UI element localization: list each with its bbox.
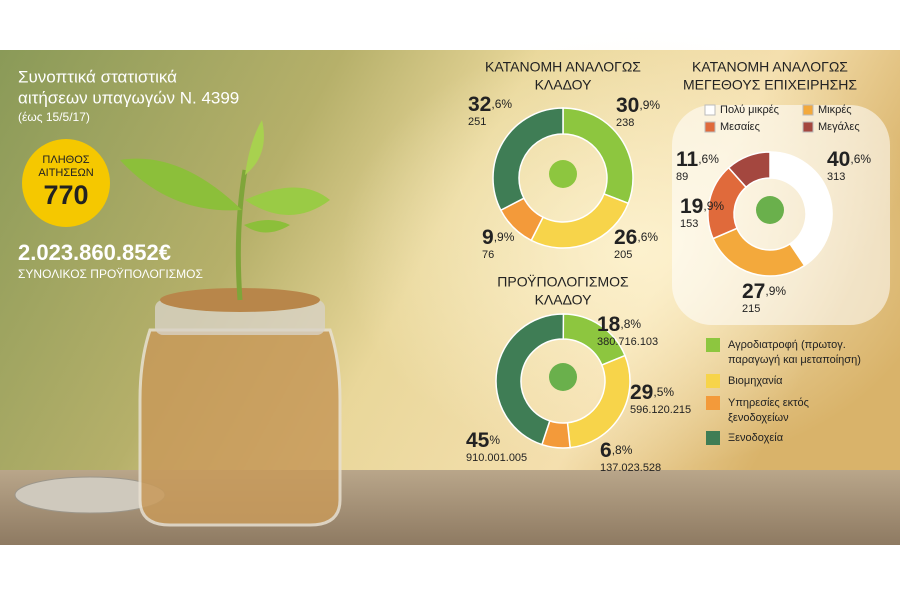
count-label: 238 bbox=[616, 117, 634, 129]
title-line: Συνοπτικά στατιστικά bbox=[18, 67, 177, 86]
count-label: 153 bbox=[680, 218, 698, 230]
legend-swatch bbox=[704, 104, 716, 116]
value-label: 29,5% bbox=[630, 381, 674, 404]
jar-illustration bbox=[14, 120, 342, 527]
value-label: 27,9% bbox=[742, 280, 786, 303]
count-label: 910.001.005 bbox=[466, 452, 527, 464]
count-label: 380.716.103 bbox=[597, 336, 658, 348]
count-badge bbox=[22, 139, 110, 227]
count-label: 137.023.528 bbox=[600, 462, 661, 474]
legend-label: Υπηρεσίες εκτός bbox=[728, 397, 809, 409]
count-label: 251 bbox=[468, 116, 486, 128]
legend-label: Βιομηχανία bbox=[728, 375, 783, 387]
donut-segment bbox=[769, 151, 833, 267]
legend-label: Μεσαίες bbox=[720, 121, 760, 133]
legend-label: Ξενοδοχεία bbox=[728, 432, 784, 444]
count: 770 bbox=[43, 180, 88, 210]
legend-swatch bbox=[706, 396, 720, 410]
legend-swatch bbox=[704, 121, 716, 133]
center-icon bbox=[549, 160, 577, 188]
value-label: 32,6% bbox=[468, 93, 512, 116]
chart-title: ΚΑΤΑΝΟΜΗ ΑΝΑΛΟΓΩΣ bbox=[485, 59, 641, 75]
count-label: 205 bbox=[614, 249, 632, 261]
value-label: 40,6% bbox=[827, 148, 871, 171]
date: (έως 15/5/17) bbox=[18, 110, 90, 124]
value-label: 9,9% bbox=[482, 226, 515, 249]
legend-swatch bbox=[802, 121, 814, 133]
count-label: ΠΛΗΘΟΣ bbox=[42, 154, 89, 166]
chart-title: ΚΛΑΔΟΥ bbox=[535, 292, 593, 308]
count-label: ΑΙΤΗΣΕΩΝ bbox=[38, 167, 93, 179]
legend-swatch bbox=[802, 104, 814, 116]
legend-label: Μεγάλες bbox=[818, 121, 860, 133]
legend-label: ξενοδοχείων bbox=[728, 412, 789, 424]
chart-title: ΚΛΑΔΟΥ bbox=[535, 77, 593, 93]
legend-label: Πολύ μικρές bbox=[720, 104, 779, 116]
chart-title: ΚΑΤΑΝΟΜΗ ΑΝΑΛΟΓΩΣ bbox=[692, 59, 848, 75]
chart-title: ΠΡΟΫΠΟΛΟΓΙΣΜΟΣ bbox=[497, 274, 629, 290]
legend-label: Αγροδιατροφή (πρωτογ. bbox=[728, 339, 846, 351]
count-label: 215 bbox=[742, 303, 760, 315]
legend-label: Μικρές bbox=[818, 104, 852, 116]
budget-label: ΣΥΝΟΛΙΚΟΣ ΠΡΟΫΠΟΛΟΓΙΣΜΟΣ bbox=[18, 267, 203, 281]
value-label: 11,6% bbox=[676, 148, 719, 171]
value-label: 26,6% bbox=[614, 226, 658, 249]
count-label: 313 bbox=[827, 171, 845, 183]
count-label: 596.120.215 bbox=[630, 404, 691, 416]
center-icon bbox=[549, 363, 577, 391]
legend-swatch bbox=[706, 338, 720, 352]
donut-segment bbox=[495, 313, 565, 446]
count-label: 89 bbox=[676, 171, 688, 183]
chart-title: ΜΕΓΕΘΟΥΣ ΕΠΙΧΕΙΡΗΣΗΣ bbox=[683, 77, 857, 93]
count-label: 76 bbox=[482, 249, 494, 261]
center-icon bbox=[756, 196, 784, 224]
value-label: 30,9% bbox=[616, 94, 660, 117]
donut-segment bbox=[727, 151, 771, 189]
value-label: 18,8% bbox=[597, 313, 641, 336]
value-label: 19,9% bbox=[680, 195, 724, 218]
legend-label: παραγωγή και μεταποίηση) bbox=[728, 354, 861, 366]
legend-swatch bbox=[706, 431, 720, 445]
value-label: 6,8% bbox=[600, 439, 633, 462]
legend-swatch bbox=[706, 374, 720, 388]
value-label: 45% bbox=[466, 429, 500, 452]
budget: 2.023.860.852€ bbox=[18, 240, 171, 265]
title-line: αιτήσεων υπαγωγών Ν. 4399 bbox=[18, 88, 239, 107]
donut-segment bbox=[492, 107, 564, 212]
